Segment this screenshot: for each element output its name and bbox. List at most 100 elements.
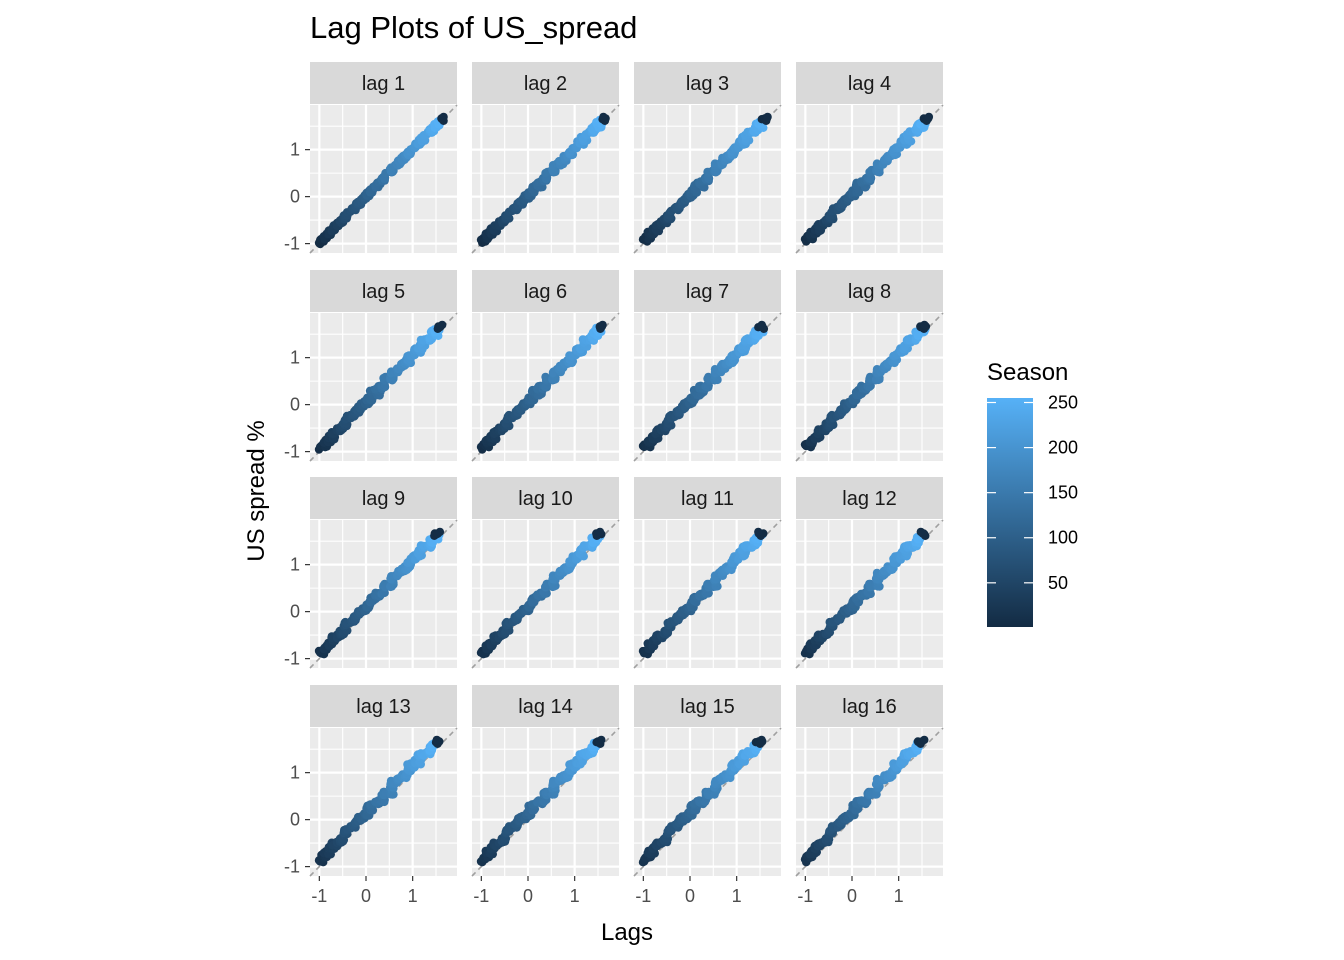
facet-panel: lag 16 -1 0 1 [795, 685, 944, 906]
data-point [438, 320, 447, 330]
facet-strip [472, 685, 619, 727]
facet-strip-label: lag 15 [680, 696, 735, 718]
x-tick-label: 1 [732, 886, 742, 906]
facet-panel: lag 10 [471, 477, 620, 669]
y-tick-label: -1 [284, 649, 300, 669]
legend-tick-label: 100 [1048, 528, 1078, 548]
facet-panel: lag 15 -1 0 1 [633, 685, 782, 906]
y-tick-label: 1 [290, 555, 300, 575]
point-layer [800, 320, 931, 452]
data-point [439, 112, 448, 122]
legend-title: Season [987, 359, 1068, 386]
point-layer [638, 112, 772, 246]
facet-strip-label: lag 11 [681, 488, 734, 510]
facet-strip [310, 62, 457, 104]
point-layer [314, 320, 447, 454]
facet-strip-label: lag 6 [524, 281, 567, 303]
legend-colorbar [987, 398, 1033, 627]
point-layer [638, 527, 768, 659]
legend-tick-label: 150 [1048, 483, 1078, 503]
x-tick-label: 1 [570, 886, 580, 906]
data-point [432, 735, 441, 745]
y-tick-label: 1 [290, 763, 300, 783]
facet-strip-label: lag 3 [686, 73, 729, 95]
data-point [595, 527, 605, 537]
facet-strip [310, 685, 457, 727]
point-layer [800, 735, 929, 867]
legend-tick-label: 50 [1048, 573, 1068, 593]
x-tick-label: -1 [311, 886, 327, 906]
x-tick-label: 0 [361, 886, 371, 906]
facet-strip-label: lag 13 [356, 696, 411, 718]
facet-strip-label: lag 1 [362, 73, 405, 95]
x-tick-label: 0 [847, 886, 857, 906]
x-axis-title: Lags [601, 919, 653, 946]
facet-strip-label: lag 16 [842, 696, 897, 718]
facet-panel: lag 7 [633, 270, 782, 462]
facet-strip [634, 685, 781, 727]
facet-panel: lag 6 [471, 270, 620, 462]
point-layer [638, 320, 769, 452]
y-tick-label: -1 [284, 234, 300, 254]
facet-strip [310, 477, 457, 519]
facet-strip [634, 270, 781, 312]
facet-panel: lag 9 -1 0 1 [284, 477, 458, 669]
facet-strip [796, 62, 943, 104]
data-point [435, 527, 445, 537]
facet-panel: lag 5 -1 0 1 [284, 270, 458, 462]
facet-panel: lag 11 [633, 477, 782, 669]
data-point [757, 320, 766, 330]
facet-strip-label: lag 8 [848, 281, 891, 303]
y-tick-label: 0 [290, 602, 300, 622]
point-layer [314, 112, 448, 249]
x-tick-label: -1 [797, 886, 813, 906]
facet-strip [634, 477, 781, 519]
y-tick-label: 0 [290, 395, 300, 415]
data-point [920, 735, 929, 745]
data-point [598, 320, 607, 330]
facet-strip-label: lag 4 [848, 73, 891, 95]
facet-strip [472, 270, 619, 312]
facet-panels: lag 1 -1 0 1 lag 2 lag 3 lag 4 lag 5 -1 0 1 lag 6 la… [284, 62, 944, 906]
facet-strip-label: lag 12 [842, 488, 897, 510]
x-tick-label: -1 [635, 886, 651, 906]
point-layer [800, 112, 934, 246]
facet-panel: lag 2 [471, 62, 620, 254]
legend-ticks: 50 100 150 200 250 [987, 393, 1078, 593]
data-point [920, 320, 929, 330]
point-layer [800, 527, 930, 659]
facet-panel: lag 12 [795, 477, 944, 669]
data-point [754, 527, 763, 537]
y-axis-title: US spread % [243, 420, 270, 561]
data-point [757, 735, 766, 745]
data-point [916, 527, 925, 537]
legend-tick-label: 200 [1048, 438, 1078, 458]
chart-title: Lag Plots of US_spread [310, 10, 637, 45]
facet-panel: lag 3 [633, 62, 782, 254]
x-tick-label: 0 [523, 886, 533, 906]
facet-strip [310, 270, 457, 312]
point-layer [476, 735, 606, 867]
data-point [599, 112, 608, 122]
facet-strip [796, 685, 943, 727]
data-point [763, 112, 772, 122]
facet-strip [796, 270, 943, 312]
y-tick-label: -1 [284, 857, 300, 877]
facet-strip [796, 477, 943, 519]
facet-strip-label: lag 10 [518, 488, 573, 510]
data-point [597, 735, 606, 745]
facet-panel: lag 8 [795, 270, 944, 462]
y-tick-label: 0 [290, 187, 300, 207]
point-layer [476, 320, 607, 454]
y-tick-label: 1 [290, 140, 300, 160]
y-tick-label: 0 [290, 810, 300, 830]
season-legend: Season 50 100 150 200 250 [987, 359, 1078, 627]
facet-panel: lag 14 -1 0 1 [471, 685, 620, 906]
point-layer [638, 735, 767, 867]
x-tick-label: 1 [408, 886, 418, 906]
facet-panel: lag 13 -1 0 1 -1 0 1 [284, 685, 458, 906]
y-tick-label: 1 [290, 348, 300, 368]
point-layer [476, 527, 606, 659]
point-layer [314, 735, 444, 867]
